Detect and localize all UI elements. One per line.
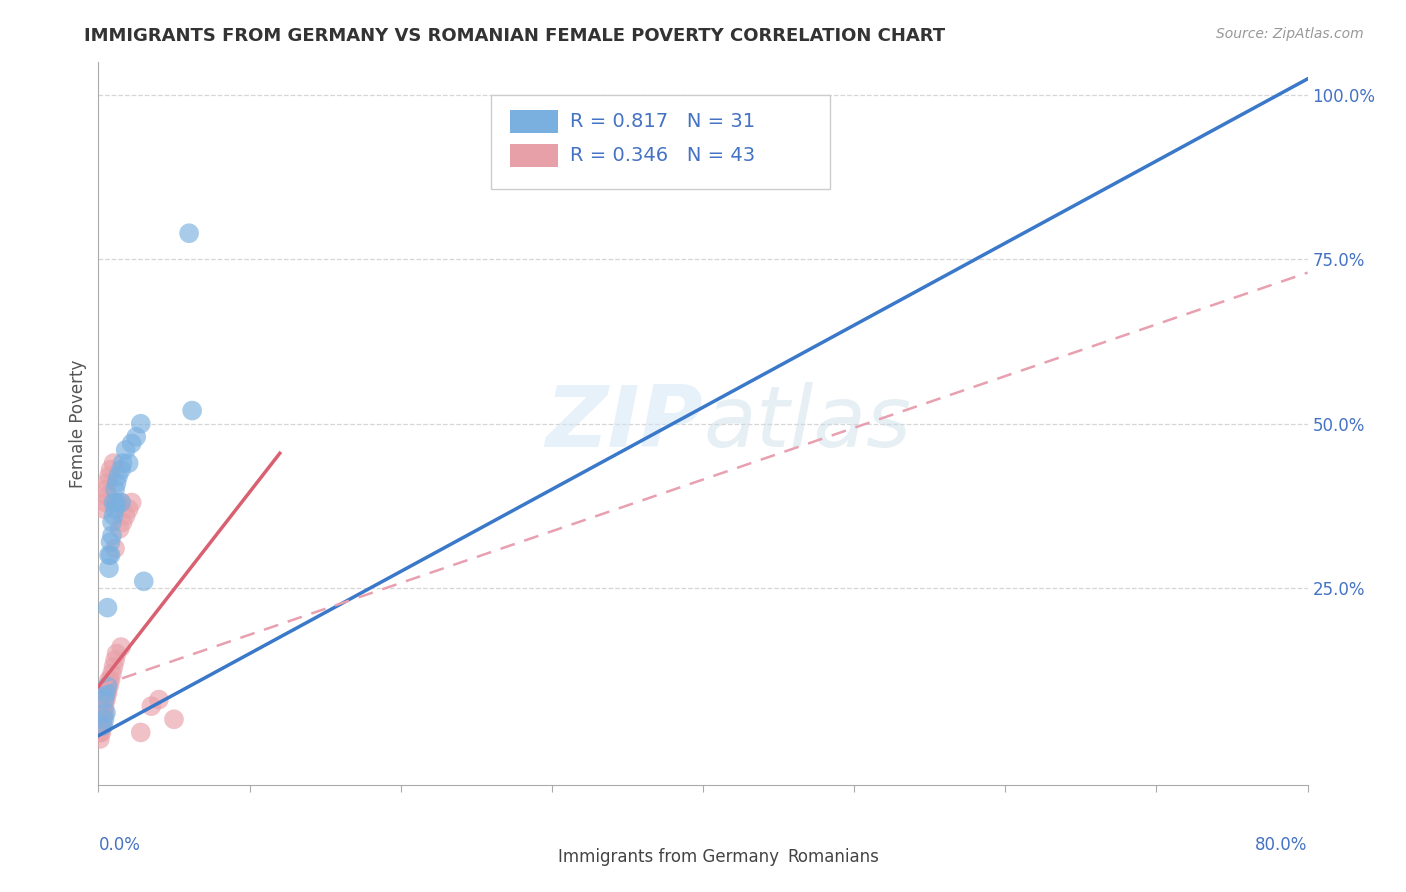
FancyBboxPatch shape [509, 110, 558, 133]
Point [110, 495, 132, 509]
FancyBboxPatch shape [492, 95, 830, 189]
Point [108, 522, 131, 536]
Point [93, 502, 115, 516]
Point [118, 456, 141, 470]
Point [94, 495, 117, 509]
Point [94, 692, 117, 706]
Point [141, 699, 163, 714]
Point [91, 712, 114, 726]
Point [94, 686, 117, 700]
Point [101, 666, 124, 681]
Text: Immigrants from Germany: Immigrants from Germany [558, 848, 779, 866]
Point [96, 680, 118, 694]
Point [111, 515, 134, 529]
Point [100, 463, 122, 477]
Point [93, 699, 115, 714]
Point [114, 442, 136, 457]
Point [96, 686, 118, 700]
Point [96, 680, 118, 694]
Point [94, 483, 117, 497]
Point [110, 640, 132, 654]
Point [104, 653, 127, 667]
Point [104, 502, 127, 516]
Point [110, 495, 132, 509]
Point [104, 483, 127, 497]
Point [111, 456, 134, 470]
FancyBboxPatch shape [761, 847, 792, 871]
Point [90, 725, 112, 739]
Point [91, 719, 114, 733]
Point [105, 475, 128, 490]
Point [91, 699, 114, 714]
Point [121, 495, 143, 509]
Point [90, 712, 112, 726]
Point [90, 719, 112, 733]
Y-axis label: Female Poverty: Female Poverty [69, 359, 87, 488]
Point [100, 535, 122, 549]
Point [103, 495, 125, 509]
Point [129, 725, 152, 739]
Point [96, 600, 118, 615]
Point [93, 712, 115, 726]
FancyBboxPatch shape [509, 145, 558, 167]
Point [103, 456, 125, 470]
Point [100, 548, 122, 562]
Point [105, 495, 128, 509]
Point [132, 574, 155, 589]
Point [96, 489, 118, 503]
Point [98, 680, 121, 694]
Point [91, 706, 114, 720]
Point [94, 706, 117, 720]
Point [179, 226, 201, 240]
Text: 0.0%: 0.0% [98, 836, 141, 854]
Point [100, 673, 122, 687]
Point [107, 469, 129, 483]
Point [98, 561, 121, 575]
Point [103, 659, 125, 673]
Point [89, 725, 111, 739]
Point [98, 469, 121, 483]
Point [103, 508, 125, 523]
Point [104, 541, 127, 556]
Point [114, 508, 136, 523]
Point [94, 686, 117, 700]
Point [110, 463, 132, 477]
Point [93, 692, 115, 706]
Point [101, 528, 124, 542]
Point [89, 731, 111, 746]
Point [93, 692, 115, 706]
Text: ZIP: ZIP [546, 382, 703, 466]
Point [101, 515, 124, 529]
Text: atlas: atlas [703, 382, 911, 466]
Point [98, 673, 121, 687]
Text: Source: ZipAtlas.com: Source: ZipAtlas.com [1216, 27, 1364, 41]
Text: Romanians: Romanians [787, 848, 880, 866]
Point [118, 502, 141, 516]
Point [96, 475, 118, 490]
Point [129, 417, 152, 431]
Point [93, 706, 115, 720]
Point [125, 430, 148, 444]
Point [98, 548, 121, 562]
Point [91, 719, 114, 733]
Point [105, 647, 128, 661]
FancyBboxPatch shape [516, 847, 546, 871]
Text: R = 0.817   N = 31: R = 0.817 N = 31 [569, 112, 755, 131]
Text: 80.0%: 80.0% [1256, 836, 1308, 854]
Text: R = 0.346   N = 43: R = 0.346 N = 43 [569, 146, 755, 165]
Point [148, 692, 170, 706]
Point [181, 403, 204, 417]
Point [163, 712, 186, 726]
Text: IMMIGRANTS FROM GERMANY VS ROMANIAN FEMALE POVERTY CORRELATION CHART: IMMIGRANTS FROM GERMANY VS ROMANIAN FEMA… [84, 27, 945, 45]
Point [121, 436, 143, 450]
